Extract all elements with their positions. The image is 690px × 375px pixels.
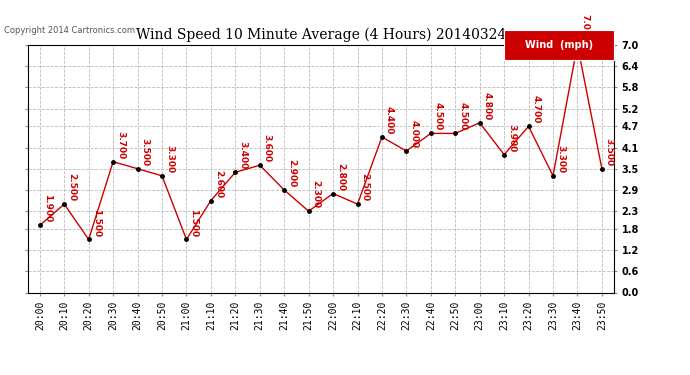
Text: 4.400: 4.400 xyxy=(385,106,394,134)
Text: Wind  (mph): Wind (mph) xyxy=(525,40,593,50)
Text: 4.700: 4.700 xyxy=(531,95,540,123)
Text: 3.300: 3.300 xyxy=(556,145,565,173)
Text: 3.700: 3.700 xyxy=(116,130,125,159)
Text: 3.900: 3.900 xyxy=(507,123,516,152)
Text: 1.500: 1.500 xyxy=(189,209,199,237)
Text: 2.500: 2.500 xyxy=(360,173,369,201)
Text: 2.800: 2.800 xyxy=(336,162,345,190)
Text: 2.900: 2.900 xyxy=(287,159,296,187)
Text: 3.500: 3.500 xyxy=(605,138,614,166)
Text: 4.000: 4.000 xyxy=(409,120,418,148)
Text: 3.600: 3.600 xyxy=(263,134,272,162)
Text: 2.300: 2.300 xyxy=(312,180,321,209)
Text: 4.800: 4.800 xyxy=(482,92,492,120)
Title: Wind Speed 10 Minute Average (4 Hours) 20140324: Wind Speed 10 Minute Average (4 Hours) 2… xyxy=(136,28,506,42)
Text: 7.000: 7.000 xyxy=(580,14,589,42)
Text: 3.500: 3.500 xyxy=(141,138,150,166)
Text: 2.600: 2.600 xyxy=(214,170,223,198)
Text: 1.900: 1.900 xyxy=(43,194,52,222)
Text: 1.500: 1.500 xyxy=(92,209,101,237)
Text: 3.400: 3.400 xyxy=(238,141,247,170)
Text: 4.500: 4.500 xyxy=(434,102,443,130)
Text: Copyright 2014 Cartronics.com: Copyright 2014 Cartronics.com xyxy=(4,26,135,35)
Text: 2.500: 2.500 xyxy=(67,173,76,201)
Text: 3.300: 3.300 xyxy=(165,145,174,173)
Text: 4.500: 4.500 xyxy=(458,102,467,130)
